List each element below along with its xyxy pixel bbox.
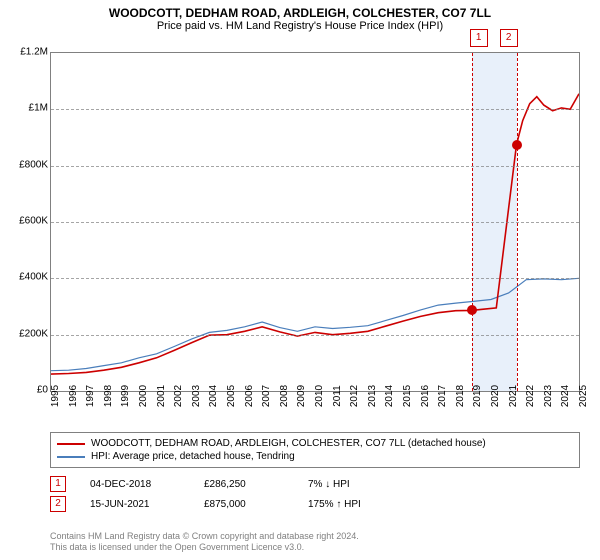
legend-label: WOODCOTT, DEDHAM ROAD, ARDLEIGH, COLCHES… <box>91 438 486 449</box>
legend-label: HPI: Average price, detached house, Tend… <box>91 451 295 462</box>
sale-price: £875,000 <box>204 499 284 510</box>
footer-line: Contains HM Land Registry data © Crown c… <box>50 531 359 543</box>
y-tick-label: £400K <box>2 272 48 283</box>
legend-swatch <box>57 456 85 458</box>
sales-table: 1 04-DEC-2018 £286,250 7% ↓ HPI 2 15-JUN… <box>50 474 361 514</box>
x-tick-label: 2021 <box>508 385 519 407</box>
x-tick-label: 2003 <box>191 385 202 407</box>
sale-marker <box>467 305 477 315</box>
x-tick-label: 2017 <box>437 385 448 407</box>
legend-item: HPI: Average price, detached house, Tend… <box>57 450 573 463</box>
x-tick-label: 2024 <box>560 385 571 407</box>
x-tick-label: 2018 <box>455 385 466 407</box>
legend: WOODCOTT, DEDHAM ROAD, ARDLEIGH, COLCHES… <box>50 432 580 468</box>
sale-delta: 175% ↑ HPI <box>308 499 361 510</box>
y-tick-label: £800K <box>2 159 48 170</box>
y-tick-label: £1M <box>2 103 48 114</box>
x-tick-label: 1998 <box>103 385 114 407</box>
chart: 12 <box>50 52 580 392</box>
x-tick-label: 2019 <box>472 385 483 407</box>
x-tick-label: 1997 <box>85 385 96 407</box>
sale-date: 15-JUN-2021 <box>90 499 180 510</box>
x-tick-label: 2025 <box>578 385 589 407</box>
x-tick-label: 2001 <box>156 385 167 407</box>
sale-marker <box>512 140 522 150</box>
y-tick-label: £200K <box>2 328 48 339</box>
x-tick-label: 2005 <box>226 385 237 407</box>
x-tick-label: 1999 <box>120 385 131 407</box>
footer: Contains HM Land Registry data © Crown c… <box>50 531 359 554</box>
legend-item: WOODCOTT, DEDHAM ROAD, ARDLEIGH, COLCHES… <box>57 437 573 450</box>
y-tick-label: £600K <box>2 216 48 227</box>
sale-date: 04-DEC-2018 <box>90 479 180 490</box>
x-tick-label: 2014 <box>384 385 395 407</box>
sale-row: 2 15-JUN-2021 £875,000 175% ↑ HPI <box>50 494 361 514</box>
x-tick-label: 1996 <box>68 385 79 407</box>
sale-number-box: 2 <box>50 496 66 512</box>
page-title: WOODCOTT, DEDHAM ROAD, ARDLEIGH, COLCHES… <box>0 0 600 20</box>
x-tick-label: 2016 <box>420 385 431 407</box>
y-tick-label: £1.2M <box>2 47 48 58</box>
x-tick-label: 2015 <box>402 385 413 407</box>
x-tick-label: 1995 <box>50 385 61 407</box>
callout-box: 1 <box>470 29 488 47</box>
y-tick-label: £0 <box>2 385 48 396</box>
x-tick-label: 2009 <box>296 385 307 407</box>
x-tick-label: 2020 <box>490 385 501 407</box>
x-tick-label: 2011 <box>332 385 343 407</box>
callout-box: 2 <box>500 29 518 47</box>
x-tick-label: 2010 <box>314 385 325 407</box>
x-tick-label: 2008 <box>279 385 290 407</box>
sale-price: £286,250 <box>204 479 284 490</box>
x-tick-label: 2002 <box>173 385 184 407</box>
sale-delta: 7% ↓ HPI <box>308 479 350 490</box>
x-tick-label: 2007 <box>261 385 272 407</box>
x-tick-label: 2013 <box>367 385 378 407</box>
x-tick-label: 2004 <box>208 385 219 407</box>
x-tick-label: 2000 <box>138 385 149 407</box>
x-tick-label: 2022 <box>525 385 536 407</box>
x-tick-label: 2012 <box>349 385 360 407</box>
sale-number-box: 1 <box>50 476 66 492</box>
footer-line: This data is licensed under the Open Gov… <box>50 542 359 554</box>
legend-swatch <box>57 443 85 445</box>
sale-row: 1 04-DEC-2018 £286,250 7% ↓ HPI <box>50 474 361 494</box>
x-tick-label: 2006 <box>244 385 255 407</box>
x-tick-label: 2023 <box>543 385 554 407</box>
